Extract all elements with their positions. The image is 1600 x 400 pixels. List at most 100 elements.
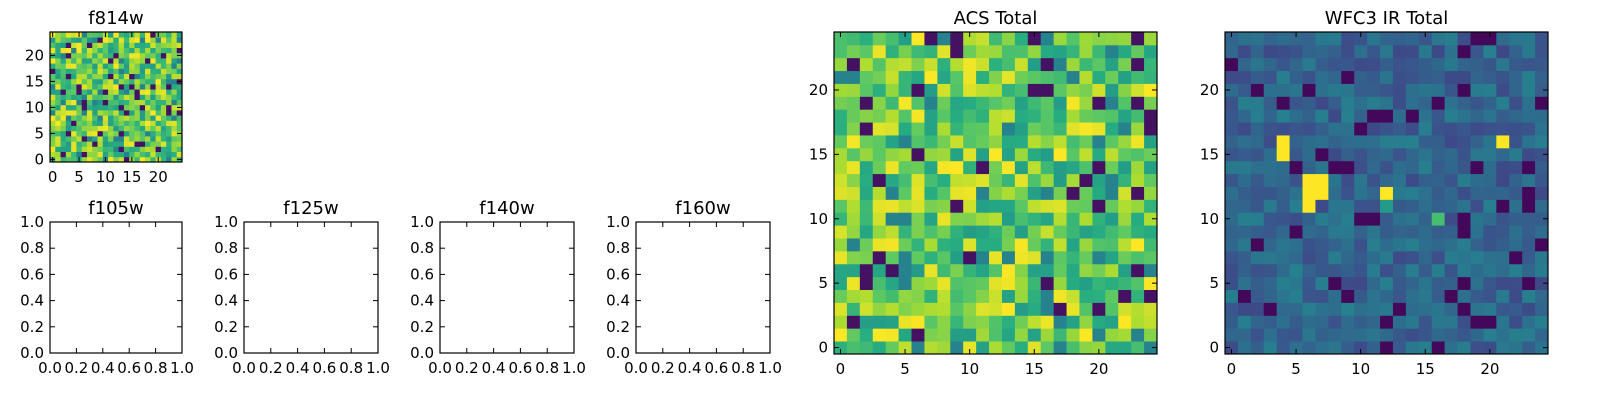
heatmap-cell: [1001, 160, 1016, 175]
heatmap-cell: [1092, 263, 1106, 278]
y-tick-label: 0: [1209, 339, 1219, 357]
heatmap-cell: [1118, 109, 1132, 123]
heatmap-cell: [160, 52, 167, 59]
heatmap-cell: [1392, 122, 1407, 136]
heatmap-cell: [1105, 173, 1119, 187]
heatmap-cell: [76, 120, 83, 126]
heatmap-cell: [937, 96, 951, 110]
heatmap-cell: [911, 70, 925, 84]
heatmap-cell: [92, 94, 98, 100]
heatmap-cell: [1225, 212, 1239, 226]
heatmap-cell: [1535, 212, 1549, 226]
heatmap-cell: [1118, 122, 1132, 136]
heatmap-cell: [118, 63, 125, 69]
heatmap-cell: [859, 263, 874, 278]
heatmap-cell: [81, 136, 88, 142]
heatmap-cell: [950, 122, 964, 136]
heatmap-cell: [1225, 160, 1239, 175]
heatmap-cell: [102, 120, 109, 126]
heatmap-cell: [129, 42, 135, 48]
heatmap-cell: [989, 315, 1003, 329]
heatmap-cell: [1328, 147, 1342, 162]
x-tick-label: 5: [900, 360, 910, 378]
heatmap-cell: [924, 238, 938, 252]
heatmap-cell: [1380, 212, 1394, 226]
heatmap-cell: [134, 104, 141, 111]
heatmap-cell: [134, 37, 141, 43]
heatmap-cell: [1040, 44, 1055, 59]
heatmap-cell: [834, 199, 848, 213]
heatmap-cell: [92, 141, 98, 147]
heatmap-cell: [76, 37, 83, 43]
heatmap-cell: [872, 44, 887, 59]
heatmap-cell: [1092, 238, 1106, 252]
heatmap-cell: [134, 32, 141, 38]
heatmap-cell: [963, 186, 977, 200]
heatmap-cell: [911, 173, 925, 187]
heatmap-cell: [976, 135, 990, 149]
heatmap-cell: [1328, 225, 1342, 239]
heatmap-cell: [924, 70, 938, 84]
heatmap-cell: [1131, 225, 1145, 239]
heatmap-cell: [50, 115, 56, 121]
heatmap-cell: [1392, 57, 1407, 72]
heatmap-cell: [129, 136, 135, 142]
heatmap-cell: [911, 109, 925, 123]
heatmap-cell: [171, 63, 178, 69]
heatmap-cell: [1014, 173, 1029, 187]
heatmap-cell: [924, 315, 938, 329]
heatmap-cell: [60, 37, 67, 43]
heatmap-cell: [1001, 32, 1016, 46]
heatmap-cell: [924, 109, 938, 123]
heatmap-cell: [145, 58, 151, 64]
heatmap-cell: [846, 289, 861, 303]
heatmap-cell: [108, 156, 114, 163]
heatmap-cell: [71, 94, 77, 100]
heatmap-cell: [1289, 160, 1303, 175]
heatmap-cell: [150, 146, 156, 152]
heatmap-cell: [1354, 70, 1368, 84]
heatmap-cell: [123, 58, 130, 64]
heatmap-cell: [1040, 315, 1055, 329]
heatmap-cell: [1328, 44, 1342, 59]
heatmap-cell: [976, 302, 990, 316]
heatmap-cell: [1079, 315, 1093, 329]
heatmap-cell: [1079, 250, 1093, 265]
heatmap-cell: [1354, 263, 1368, 278]
heatmap-cell: [102, 84, 109, 90]
heatmap-cell: [139, 136, 146, 142]
heatmap-cell: [166, 68, 172, 74]
heatmap-cell: [859, 109, 874, 123]
heatmap-cell: [166, 151, 172, 158]
heatmap-cell: [1276, 263, 1290, 278]
heatmap-cell: [145, 52, 151, 59]
heatmap-cell: [129, 120, 135, 126]
heatmap-cell: [1535, 44, 1549, 59]
heatmap-cell: [976, 70, 990, 84]
heatmap-cell: [963, 225, 977, 239]
heatmap-cell: [898, 122, 912, 136]
heatmap-cell: [1118, 302, 1132, 316]
heatmap-cell: [134, 136, 141, 142]
heatmap-cell: [171, 136, 178, 142]
heatmap-cell: [1001, 250, 1016, 265]
x-tick-label: 0.2: [64, 359, 88, 377]
heatmap-cell: [76, 42, 83, 48]
heatmap-cell: [1535, 160, 1549, 175]
heatmap-cell: [1418, 212, 1433, 226]
heatmap-cell: [1276, 186, 1290, 200]
heatmap-cell: [1066, 238, 1080, 252]
heatmap-cell: [924, 302, 938, 316]
heatmap-cell: [150, 84, 156, 90]
heatmap-cell: [1066, 135, 1080, 149]
heatmap-cell: [50, 42, 56, 48]
heatmap-cell: [1354, 250, 1368, 265]
heatmap-cell: [1027, 96, 1042, 110]
heatmap-cell: [97, 115, 104, 121]
heatmap-cell: [50, 63, 56, 69]
heatmap-cell: [1405, 57, 1420, 72]
heatmap-cell: [1225, 186, 1239, 200]
heatmap-cell: [1315, 199, 1329, 213]
heatmap-cell: [1118, 96, 1132, 110]
heatmap-cell: [60, 58, 67, 64]
